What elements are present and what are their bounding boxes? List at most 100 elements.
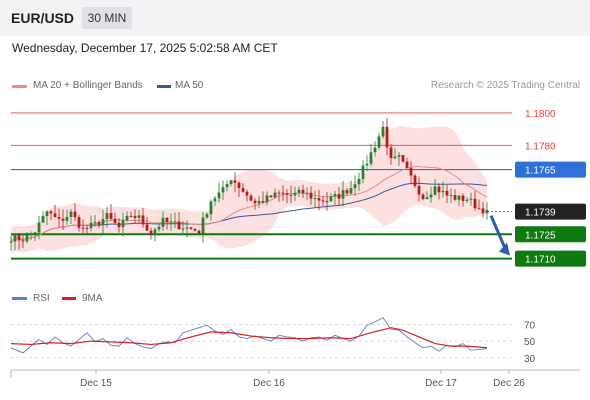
candle-body	[445, 190, 449, 196]
candle-body	[357, 178, 361, 185]
candle-body	[29, 233, 33, 235]
candle-body	[321, 200, 325, 202]
candle-body	[153, 229, 157, 235]
time-tick-label: Dec 15	[80, 378, 112, 389]
candle-body	[161, 217, 165, 227]
candle-body	[73, 211, 77, 218]
candle-body	[189, 227, 193, 229]
candle-body	[481, 208, 485, 214]
rsi-legend-label: RSI	[33, 293, 50, 304]
candle-body	[261, 201, 265, 203]
candle-body	[25, 234, 29, 242]
candle-body	[265, 195, 269, 203]
ma20-legend-label: MA 20 + Bollinger Bands	[33, 80, 143, 91]
candle-body	[113, 218, 117, 223]
candle-body	[477, 208, 481, 210]
candle-body	[209, 201, 213, 215]
time-axis: Dec 15 Dec 16 Dec 17 Dec 26	[10, 369, 580, 389]
candle-body	[269, 195, 273, 198]
candle-body	[249, 195, 253, 201]
candle-body	[285, 193, 289, 195]
timeframe-button[interactable]: 30 MIN	[82, 7, 132, 29]
rsi-ma-line	[10, 327, 488, 349]
level-labels-layer: 1.1800 1.1780 1.1765 1.1739 1.1725 1.1710	[515, 109, 586, 267]
candle-body	[409, 167, 413, 176]
candle-body	[473, 198, 477, 209]
ma50-legend-swatch	[157, 85, 171, 88]
ma20-legend-swatch	[12, 85, 27, 88]
candle-body	[125, 215, 129, 221]
candle-body	[317, 198, 321, 201]
candle-body	[117, 222, 121, 228]
candle-body	[397, 155, 401, 157]
candle-body	[413, 175, 417, 186]
candle-body	[325, 201, 329, 203]
candle-body	[17, 234, 21, 241]
levels-layer	[11, 112, 512, 260]
candle-body	[137, 215, 141, 218]
rsi-line	[10, 317, 488, 354]
candle-body	[425, 197, 429, 200]
ma50-legend-label: MA 50	[175, 80, 204, 91]
resistance-label: 1.1780	[525, 141, 556, 152]
resistance-label: 1.1800	[525, 109, 556, 120]
candle-body	[393, 156, 397, 159]
support-label: 1.1710	[525, 255, 556, 266]
candle-body	[241, 188, 245, 192]
time-tick-label: Dec 17	[425, 378, 457, 389]
candle-body	[401, 155, 405, 162]
candle-body	[253, 200, 257, 204]
candle-body	[437, 186, 441, 193]
candle-body	[389, 147, 393, 159]
candle-body	[417, 185, 421, 195]
candle-body	[229, 180, 233, 185]
candle-body	[169, 221, 173, 223]
candle-body	[201, 217, 205, 234]
candle-body	[341, 190, 345, 199]
candle-body	[193, 228, 197, 231]
bollinger-band-layer	[11, 125, 487, 255]
rsi-ma-legend-swatch	[62, 297, 76, 300]
last-price-tag	[515, 203, 586, 220]
candle-body	[381, 126, 385, 137]
candle-body	[205, 214, 209, 218]
candle-body	[377, 136, 381, 148]
candle-body	[21, 240, 25, 242]
candle-body	[233, 180, 237, 183]
candle-body	[121, 220, 125, 228]
candle-body	[185, 227, 189, 229]
candle-body	[365, 163, 369, 166]
support-tag	[515, 226, 586, 243]
candle-body	[353, 184, 357, 189]
candle-body	[49, 211, 53, 214]
rsi-panel: 70 50 30	[10, 317, 536, 365]
candle-body	[37, 222, 41, 233]
candle-body	[85, 227, 89, 229]
header-bar: EUR/USD 30 MIN	[0, 0, 590, 36]
candles-layer	[9, 118, 489, 251]
candle-body	[421, 194, 425, 200]
candle-body	[333, 194, 337, 197]
candle-body	[245, 191, 249, 196]
candle-body	[77, 217, 81, 228]
candle-body	[33, 232, 37, 234]
candle-body	[173, 221, 177, 223]
candle-body	[281, 192, 285, 194]
candle-body	[225, 184, 229, 188]
candle-body	[273, 192, 277, 198]
candle-body	[41, 216, 45, 223]
candle-body	[133, 215, 137, 218]
credit-text: Research © 2025 Trading Central	[430, 80, 580, 91]
candle-body	[301, 189, 305, 194]
candle-body	[441, 190, 445, 193]
candle-body	[305, 192, 309, 194]
candle-body	[61, 218, 65, 221]
timestamp: Wednesday, December 17, 2025 5:02:58 AM …	[12, 41, 278, 55]
candle-body	[105, 213, 109, 220]
candle-body	[165, 217, 169, 222]
candle-body	[457, 195, 461, 200]
last-price-label: 1.1739	[525, 208, 556, 219]
candle-body	[385, 126, 389, 148]
candle-body	[313, 198, 317, 200]
candle-body	[157, 226, 161, 230]
